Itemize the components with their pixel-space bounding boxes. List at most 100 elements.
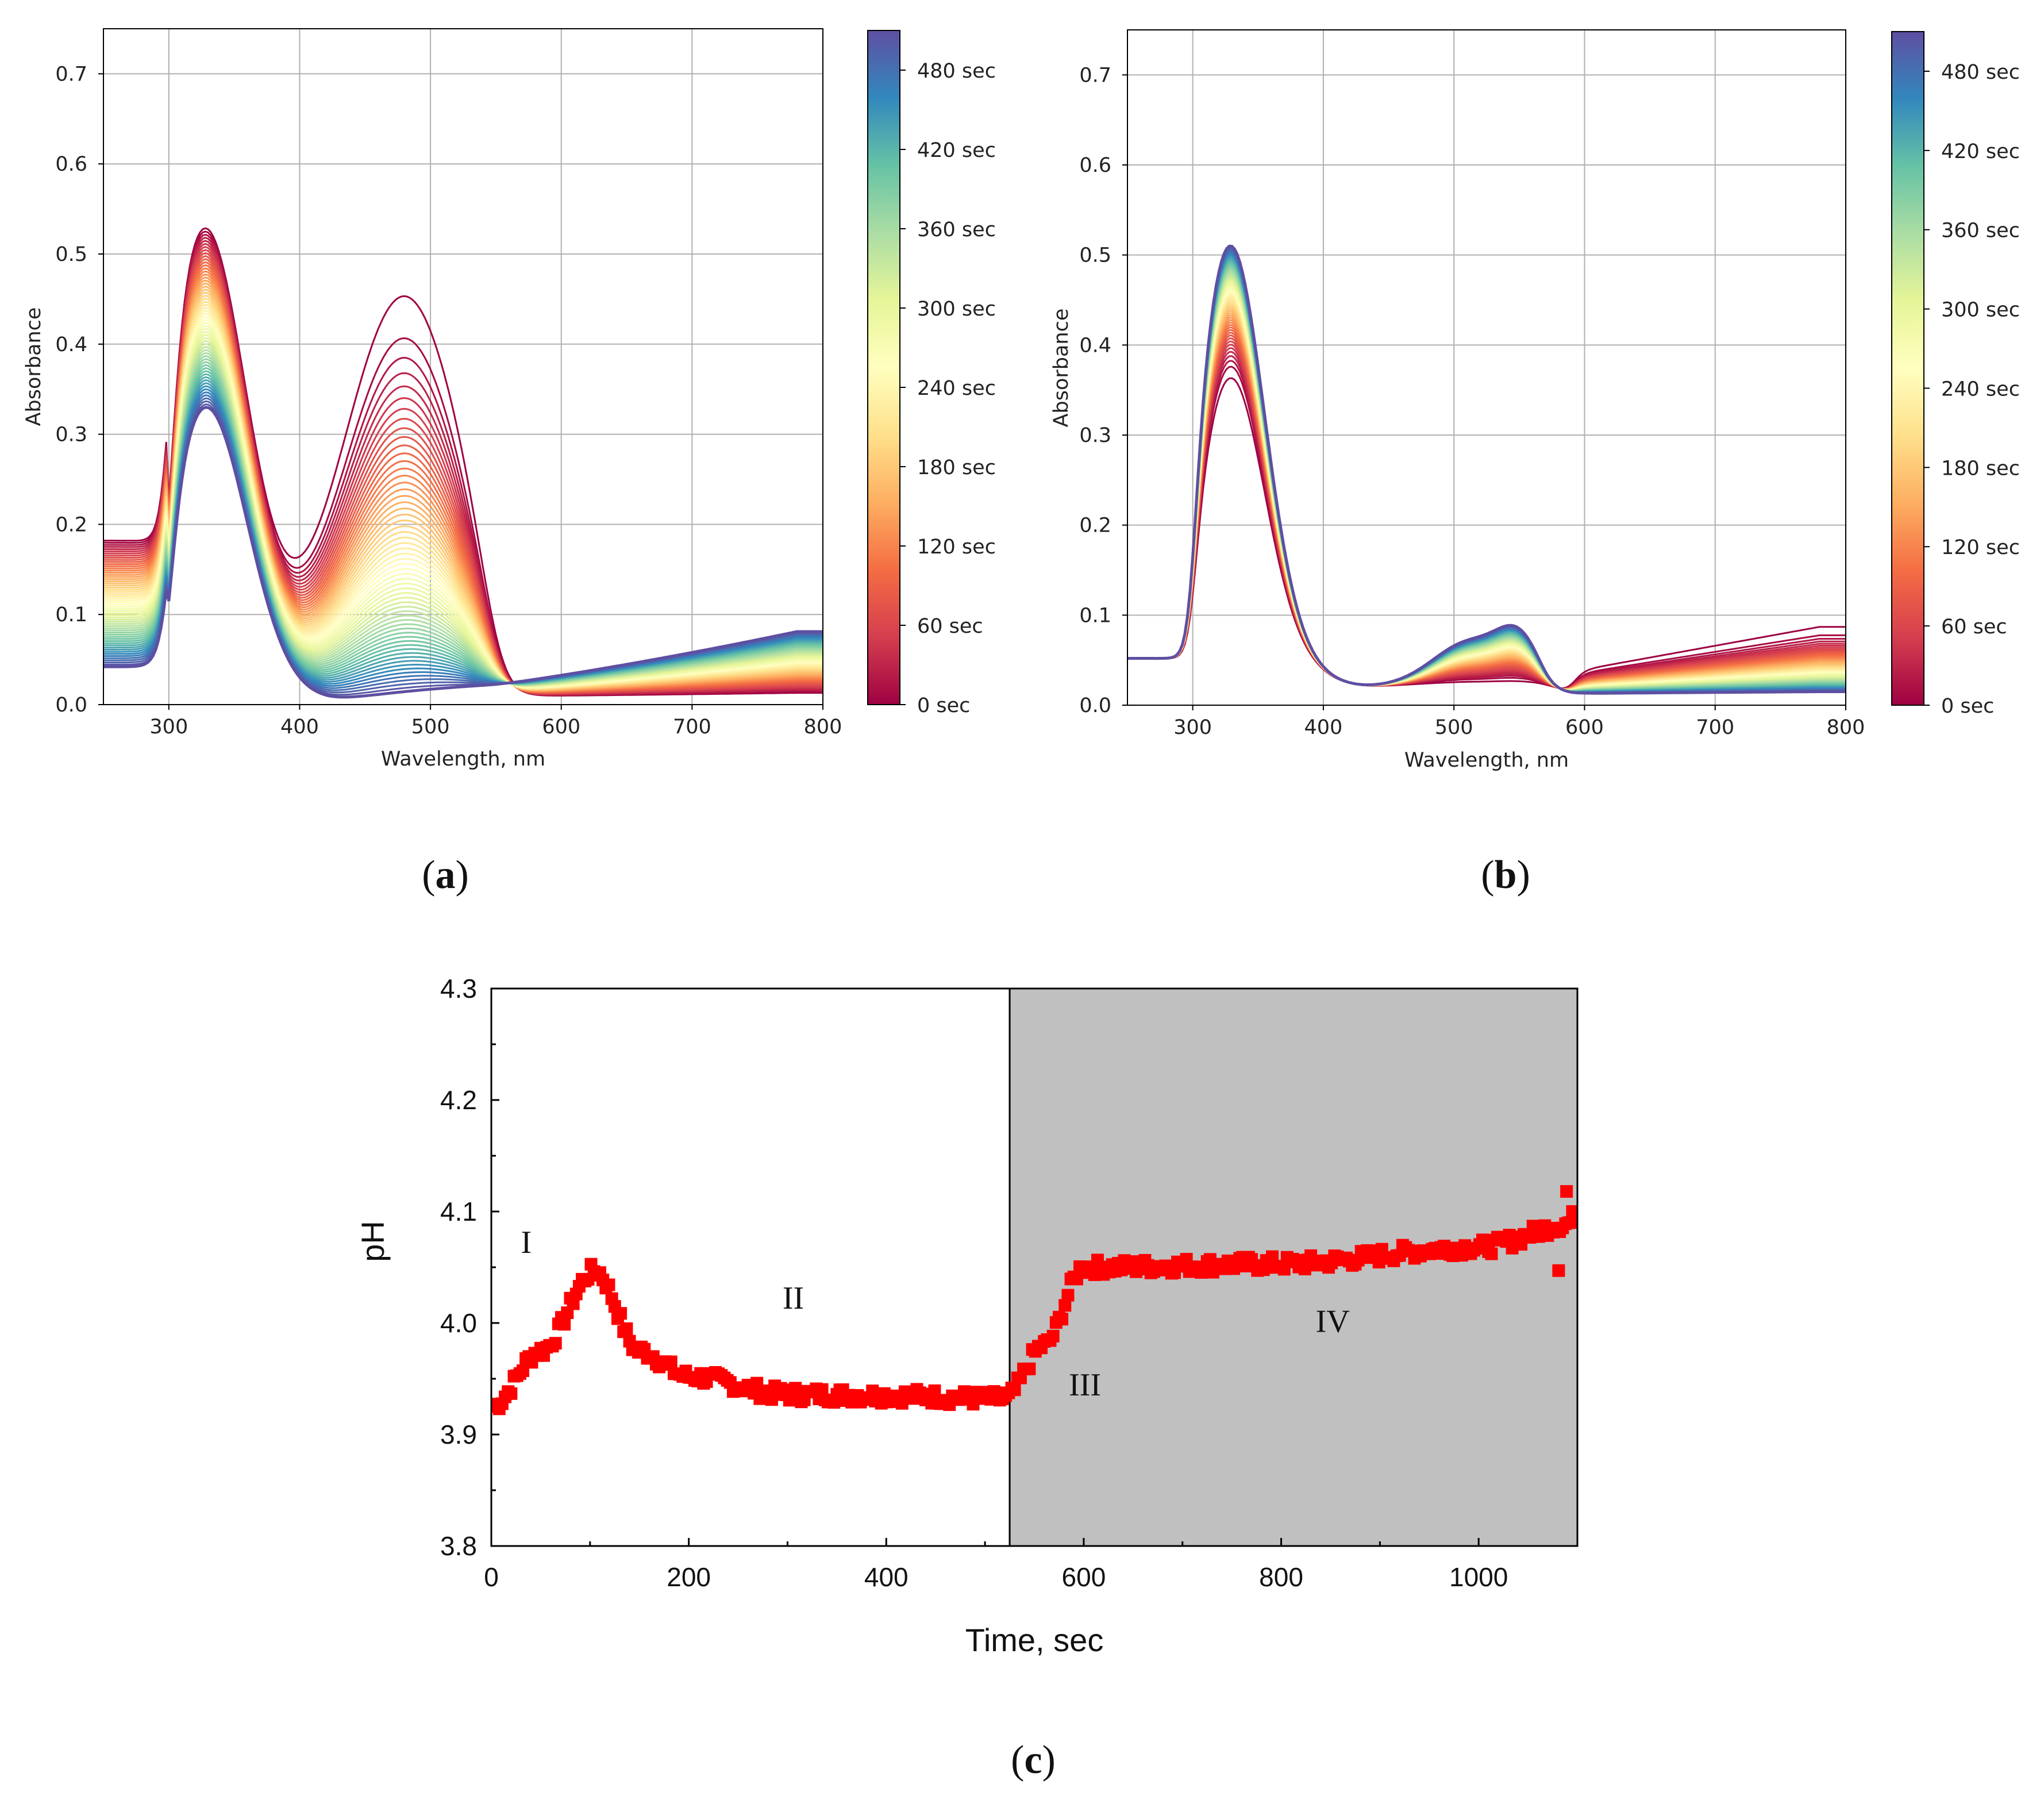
colorbar-tick-label: 360 sec (917, 218, 996, 241)
ph-point (1056, 1313, 1069, 1326)
x-tick-label: 300 (1173, 716, 1212, 739)
x-tick-label: 0 (484, 1562, 499, 1592)
y-tick-label: 0.5 (1079, 244, 1111, 267)
x-tick-label: 400 (864, 1562, 909, 1592)
y-tick-label: 0.7 (55, 63, 87, 86)
ph-point (614, 1307, 628, 1320)
a-x-axis-label: Wavelength, nm (381, 748, 545, 771)
colorbar-tick-label: 300 sec (1941, 299, 2020, 322)
ph-point (664, 1355, 678, 1368)
spectrum-line (103, 406, 823, 699)
x-tick-label: 300 (149, 716, 188, 739)
x-tick-label: 800 (804, 716, 842, 739)
x-tick-label: 600 (1062, 1562, 1106, 1592)
panel-a-letter: a (436, 853, 456, 897)
b-y-axis-label: Absorbance (1050, 309, 1073, 428)
y-tick-label: 3.8 (440, 1531, 477, 1561)
b-colorbar-ticks: 0 sec 60 sec 120 sec 180 sec 240 sec 300 sec 3… (1924, 61, 2020, 718)
colorbar-tick-label: 240 sec (917, 377, 996, 400)
a-y-ticks: 0.0 0.1 0.2 0.3 0.4 0.5 0.6 0.7 (55, 63, 103, 717)
x-tick-label: 700 (673, 716, 711, 739)
ph-point (505, 1387, 518, 1400)
a-colorbar (867, 30, 900, 705)
plot-a-frame (103, 28, 823, 705)
ph-point (1058, 1299, 1072, 1312)
region-label: IV (1316, 1304, 1350, 1340)
x-tick-label: 700 (1696, 716, 1734, 739)
panel-c: 0 200 400 600 800 1000 3.83.94.04.14.24.3 III… (355, 974, 1579, 1782)
y-tick-label: 0.6 (55, 153, 87, 176)
x-tick-label: 600 (1565, 716, 1604, 739)
b-y-ticks: 0.0 0.1 0.2 0.3 0.4 0.5 0.6 0.7 (1079, 64, 1127, 717)
ph-point (1046, 1329, 1060, 1343)
colorbar-tick-label: 0 sec (1941, 695, 1994, 718)
x-tick-label: 400 (1304, 716, 1343, 739)
ph-point (558, 1318, 571, 1331)
panel-a: 300 400 500 600 700 800 0.0 0.1 0.2 0.3 0.4 0.5 0.6… (22, 28, 996, 897)
a-grid (103, 29, 823, 705)
ph-point (602, 1278, 615, 1291)
y-tick-label: 0.3 (1079, 424, 1111, 447)
b-x-axis-label: Wavelength, nm (1404, 749, 1569, 772)
ph-point (928, 1384, 941, 1397)
colorbar-tick-label: 180 sec (1941, 457, 2020, 480)
c-y-ticks: 3.8 3.9 4.0 4.1 4.2 4.3 (440, 974, 499, 1561)
y-tick-label: 0.4 (1079, 334, 1111, 357)
a-spectra (103, 227, 823, 699)
y-tick-label: 4.0 (440, 1308, 477, 1338)
colorbar-tick-label: 240 sec (1941, 378, 2020, 401)
y-tick-label: 0.3 (55, 424, 87, 447)
x-tick-label: 600 (542, 716, 580, 739)
c-x-ticks: 0 200 400 600 800 1000 (484, 1538, 1508, 1592)
ph-point (1023, 1362, 1036, 1375)
colorbar-tick-label: 0 sec (917, 694, 970, 717)
panel-b-label: (b) (1481, 853, 1530, 897)
x-tick-label: 800 (1259, 1562, 1303, 1592)
ph-point (866, 1385, 879, 1398)
y-tick-label: 0.6 (1079, 154, 1111, 177)
colorbar-tick-label: 120 sec (917, 536, 996, 559)
spectrum-line (1127, 377, 1846, 690)
ph-point-outlier (1566, 1205, 1577, 1218)
plot-b-frame (1127, 29, 1846, 706)
plot-b-background (1127, 30, 1846, 705)
x-tick-label: 500 (1435, 716, 1473, 739)
ph-point-outlier (1560, 1185, 1573, 1198)
ph-point (549, 1337, 562, 1350)
y-tick-label: 0.1 (1079, 604, 1111, 627)
a-colorbar-ticks: 0 sec 60 sec 120 sec 180 sec 240 sec 300 sec 3… (900, 60, 996, 717)
spectrum-line (1127, 244, 1846, 695)
c-ph-points (491, 1185, 1577, 1416)
colorbar-tick-label: 120 sec (1941, 536, 2020, 559)
y-tick-label: 4.1 (440, 1197, 477, 1226)
ph-point (620, 1322, 633, 1335)
c-x-axis-label: Time, sec (965, 1622, 1104, 1658)
a-y-axis-label: Absorbance (22, 307, 45, 426)
x-tick-label: 800 (1827, 716, 1865, 739)
ph-point (789, 1382, 802, 1395)
y-tick-label: 0.0 (55, 694, 87, 717)
x-tick-label: 400 (280, 716, 319, 739)
colorbar-tick-label: 480 sec (1941, 61, 2020, 84)
ph-point (1008, 1383, 1021, 1397)
y-tick-label: 0.0 (1079, 694, 1111, 717)
colorbar-tick-label: 360 sec (1941, 220, 2020, 243)
panel-c-label: (c) (1011, 1738, 1056, 1782)
colorbar-tick-label: 420 sec (1941, 140, 2020, 163)
panel-a-label: (a) (422, 853, 469, 897)
colorbar-tick-label: 420 sec (917, 139, 996, 162)
a-x-ticks: 300 400 500 600 700 800 (149, 705, 842, 739)
panel-c-letter: c (1024, 1738, 1042, 1782)
ph-point-outlier (1552, 1264, 1565, 1277)
ph-point (1485, 1247, 1498, 1260)
y-tick-label: 4.3 (440, 974, 477, 1003)
x-tick-label: 200 (667, 1562, 711, 1592)
y-tick-label: 4.2 (440, 1085, 477, 1115)
spectrum-line (1127, 366, 1846, 690)
panel-b-letter: b (1495, 853, 1517, 897)
colorbar-tick-label: 300 sec (917, 298, 996, 321)
y-tick-label: 0.1 (55, 603, 87, 626)
region-label: I (521, 1225, 532, 1260)
